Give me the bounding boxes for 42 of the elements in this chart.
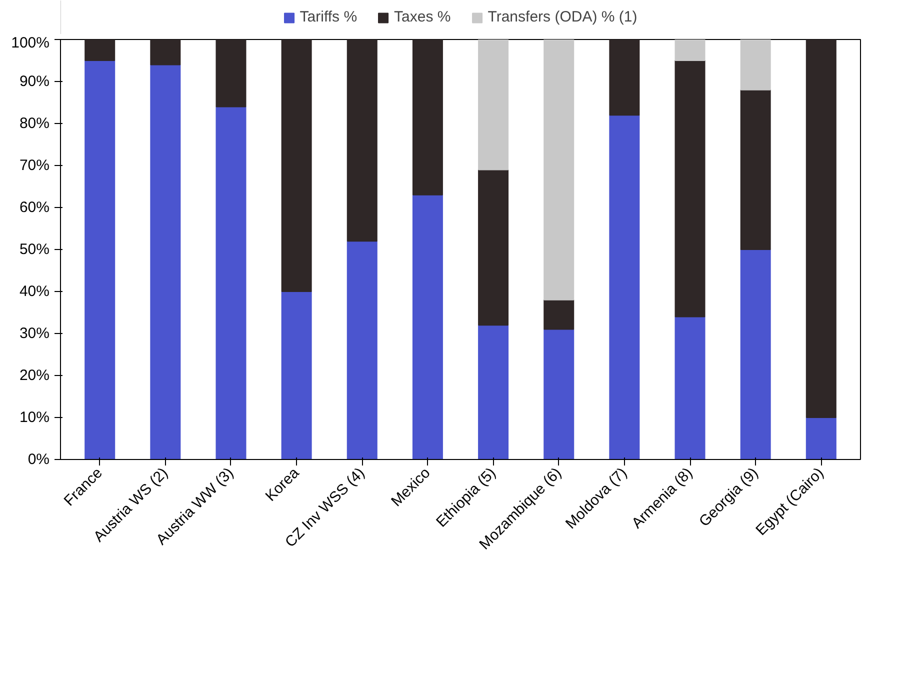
- bar: [609, 40, 640, 116]
- bar: [346, 240, 378, 460]
- bar: [216, 106, 246, 460]
- bar: [412, 40, 443, 196]
- y-tick-label: 0%: [28, 451, 50, 468]
- y-tick-label: 80%: [19, 115, 50, 132]
- bar: [740, 89, 771, 250]
- legend-label: Tariffs %: [300, 8, 358, 26]
- bar: [84, 60, 116, 460]
- y-tick-label: 30%: [19, 325, 50, 342]
- bar: [806, 40, 836, 418]
- y-tick-label: 100%: [11, 34, 50, 52]
- bar: [674, 60, 706, 318]
- bar: [806, 417, 836, 460]
- bar: [544, 328, 574, 460]
- y-tick-label: 90%: [19, 73, 50, 90]
- bar: [478, 324, 509, 460]
- bar: [740, 249, 771, 460]
- bar: [150, 64, 181, 460]
- y-tick-label: 10%: [19, 409, 50, 426]
- bar: [544, 40, 574, 300]
- bar: [281, 40, 312, 292]
- bar: [740, 40, 771, 90]
- bar: [281, 291, 312, 460]
- bar: [674, 40, 706, 61]
- y-tick-label: 60%: [19, 199, 50, 216]
- bar: [216, 40, 246, 108]
- legend-label: Taxes %: [394, 8, 451, 26]
- y-tick-label: 20%: [19, 367, 50, 384]
- legend-label: Transfers (ODA) % (1): [488, 8, 638, 26]
- bar: [346, 40, 378, 242]
- bar: [84, 40, 116, 61]
- bar: [150, 40, 181, 66]
- bar: [412, 194, 443, 460]
- y-tick-label: 40%: [19, 283, 50, 300]
- bar: [609, 114, 640, 460]
- y-tick-label: 50%: [19, 241, 50, 258]
- bar: [478, 40, 509, 170]
- bar: [674, 316, 706, 460]
- bar: [544, 299, 574, 330]
- bar: [478, 169, 509, 326]
- y-tick-label: 70%: [19, 157, 50, 174]
